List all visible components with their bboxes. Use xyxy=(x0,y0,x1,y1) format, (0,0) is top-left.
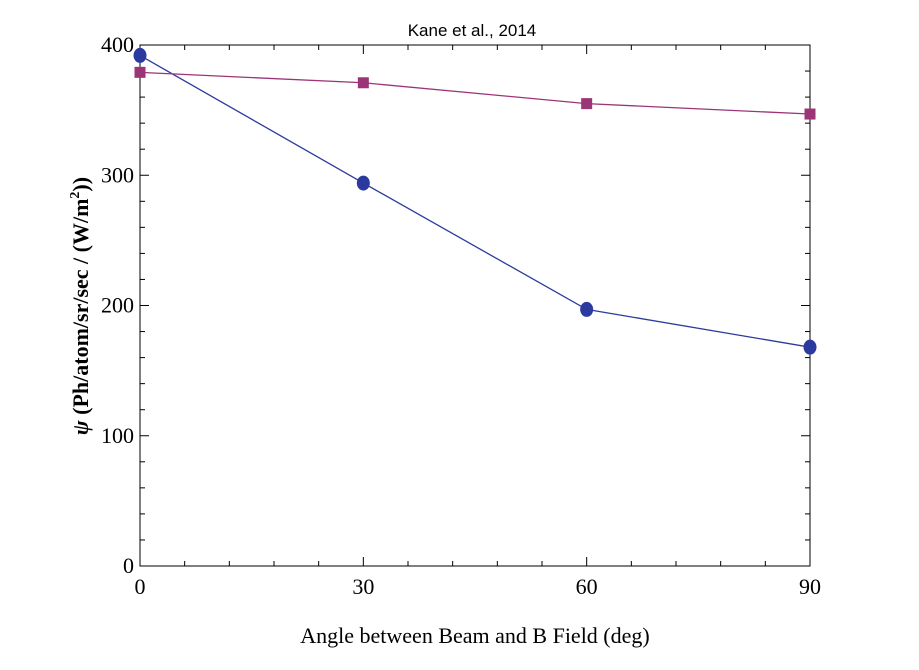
tick-labels: 0 30 60 90 0 100 200 300 400 xyxy=(101,32,821,599)
y-axis-end: )) xyxy=(68,177,93,192)
x-axis-label: Angle between Beam and B Field (deg) xyxy=(300,623,649,648)
y-tick-label: 200 xyxy=(101,293,134,318)
y-tick-label: 300 xyxy=(101,162,134,187)
y-tick-label: 100 xyxy=(101,423,134,448)
data-point-square xyxy=(581,98,593,110)
x-tick-label: 60 xyxy=(576,574,598,599)
series-line xyxy=(139,54,811,348)
y-axis-label: ψ (Ph/atom/sr/sec / (W/m2)) xyxy=(68,177,93,435)
data-point-circle xyxy=(133,47,147,63)
data-point-circle xyxy=(580,301,594,317)
plot-frame xyxy=(139,44,811,567)
y-axis-text: (Ph/atom/sr/sec / (W/m xyxy=(68,199,93,421)
data-point-square xyxy=(357,77,369,89)
x-tick-label: 30 xyxy=(352,574,374,599)
series-layer xyxy=(133,47,817,355)
x-tick-label: 0 xyxy=(135,574,146,599)
data-point-circle xyxy=(803,339,817,355)
y-tick-label: 400 xyxy=(101,32,134,57)
data-point-square xyxy=(804,108,816,120)
series-2 xyxy=(134,66,816,120)
x-tick-label: 90 xyxy=(799,574,821,599)
data-point-square xyxy=(134,66,146,78)
y-axis-symbol: ψ xyxy=(68,420,93,435)
y-axis-sup: 2 xyxy=(68,192,83,199)
series-line xyxy=(139,71,811,115)
y-tick-label: 0 xyxy=(123,553,134,578)
chart-title: Kane et al., 2014 xyxy=(408,21,537,40)
series-1 xyxy=(133,47,817,355)
axis-ticks xyxy=(139,44,811,567)
data-point-circle xyxy=(356,175,370,191)
